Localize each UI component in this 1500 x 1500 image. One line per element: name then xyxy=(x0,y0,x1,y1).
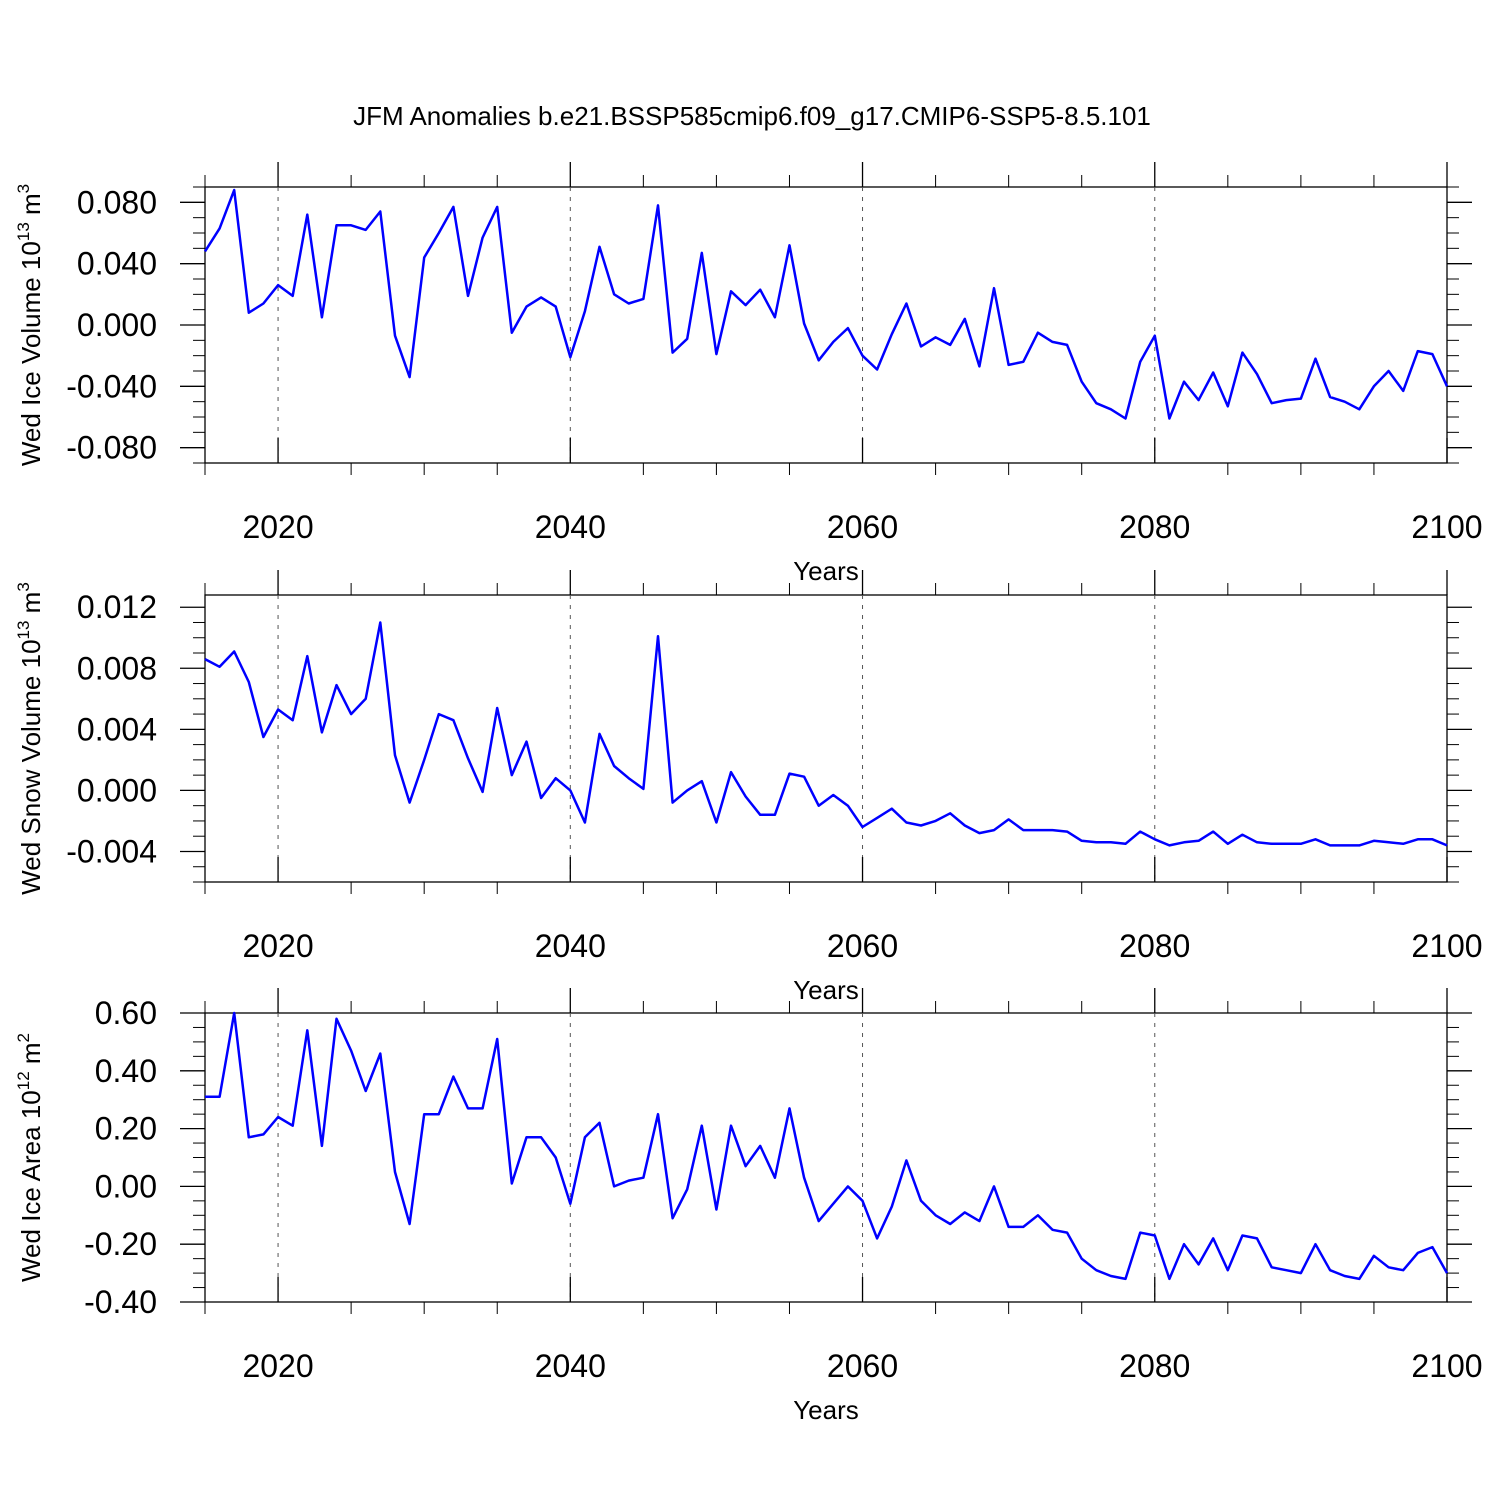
x-tick-label: 2060 xyxy=(827,1348,898,1384)
x-tick-label: 2100 xyxy=(1411,509,1482,545)
figure-title: JFM Anomalies b.e21.BSSP585cmip6.f09_g17… xyxy=(353,101,1151,131)
y-tick-label: 0.080 xyxy=(77,184,157,220)
y-axis-label-superscript: 13 xyxy=(14,621,33,640)
y-tick-label: 0.000 xyxy=(77,772,157,808)
panel-3: 2020 2040 2060 2080 2100 0.60 0.40 0.20 0.00 -0.2… xyxy=(14,988,1483,1425)
x-axis-label: Years xyxy=(793,1395,859,1425)
x-tick-label: 2040 xyxy=(535,509,606,545)
y-axis-label-part: m xyxy=(16,592,46,621)
x-tick-label: 2020 xyxy=(242,928,313,964)
y-axis-label-superscript: 12 xyxy=(14,1071,33,1090)
x-tick-label: 2100 xyxy=(1411,928,1482,964)
panels: 2020 2040 2060 2080 2100 0.080 0.040 0.000 -0.04… xyxy=(14,162,1483,1425)
y-axis-label-part: Wed Ice Area 10 xyxy=(16,1090,46,1282)
x-axis-label: Years xyxy=(793,975,859,1005)
y-axis-label-superscript: 13 xyxy=(14,222,33,241)
y-axis-label-part: Wed Snow Volume 10 xyxy=(16,639,46,894)
x-tick-label: 2040 xyxy=(535,1348,606,1384)
y-tick-label: 0.004 xyxy=(77,711,157,747)
series-line xyxy=(203,188,1449,420)
x-tick-label: 2080 xyxy=(1119,928,1190,964)
x-tick-label: 2100 xyxy=(1411,1348,1482,1384)
plot-frame xyxy=(204,594,1448,883)
y-tick-label: -0.004 xyxy=(66,833,157,869)
y-tick-label: 0.20 xyxy=(95,1111,157,1147)
y-tick-label: 0.00 xyxy=(95,1168,157,1204)
x-tick-label: 2080 xyxy=(1119,1348,1190,1384)
y-tick-label: 0.012 xyxy=(77,589,157,625)
x-axis-label: Years xyxy=(793,556,859,586)
y-axis-label: Wed Ice Area 1012 m2 xyxy=(14,1033,46,1282)
x-tick-label: 2020 xyxy=(242,509,313,545)
series-line xyxy=(205,1011,1449,1281)
y-tick-label: -0.20 xyxy=(84,1226,157,1262)
x-tick-label: 2080 xyxy=(1119,509,1190,545)
x-tick-label: 2020 xyxy=(242,1348,313,1384)
panel-1: 2020 2040 2060 2080 2100 0.080 0.040 0.000 -0.04… xyxy=(14,162,1483,586)
y-axis-label: Wed Ice Volume 1013 m3 xyxy=(14,184,46,466)
y-tick-label: -0.40 xyxy=(84,1284,157,1320)
y-tick-label: 0.60 xyxy=(95,995,157,1031)
plot-frame xyxy=(204,1012,1448,1303)
y-tick-label: 0.008 xyxy=(77,650,157,686)
x-tick-label: 2040 xyxy=(535,928,606,964)
y-tick-label: 0.040 xyxy=(77,246,157,282)
y-tick-label: 0.40 xyxy=(95,1053,157,1089)
y-axis-label-superscript: 2 xyxy=(14,1033,33,1042)
y-tick-label: -0.040 xyxy=(66,368,157,404)
plot-frame xyxy=(204,186,1448,464)
series-line xyxy=(204,621,1448,847)
y-axis-label-part: m xyxy=(16,1042,46,1071)
panel-2: 2020 2040 2060 2080 2100 0.012 0.008 0.004 0.000… xyxy=(14,570,1483,1005)
y-tick-label: 0.000 xyxy=(77,307,157,343)
y-axis-label-superscript: 3 xyxy=(14,582,33,591)
y-tick-label: -0.080 xyxy=(66,430,157,466)
x-tick-label: 2060 xyxy=(827,928,898,964)
x-tick-label: 2060 xyxy=(827,509,898,545)
y-axis-label-part: Wed Ice Volume 10 xyxy=(16,241,46,466)
y-axis-label-superscript: 3 xyxy=(14,184,33,193)
y-axis-label-part: m xyxy=(16,193,46,222)
y-axis-label: Wed Snow Volume 1013 m3 xyxy=(14,582,46,895)
